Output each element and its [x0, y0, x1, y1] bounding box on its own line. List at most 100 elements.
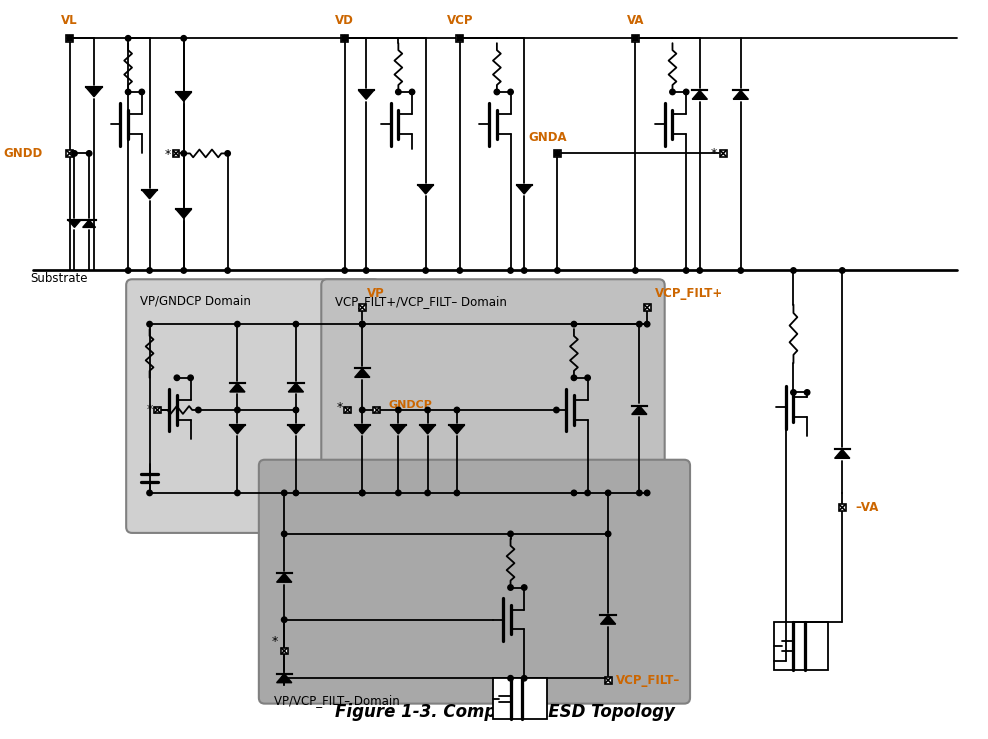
Polygon shape — [277, 674, 291, 683]
Circle shape — [174, 375, 180, 381]
Polygon shape — [631, 406, 647, 415]
Polygon shape — [142, 190, 157, 199]
Text: VCP: VCP — [447, 13, 473, 27]
Bar — [341, 35, 348, 41]
FancyBboxPatch shape — [321, 279, 665, 533]
Polygon shape — [176, 209, 192, 218]
Polygon shape — [693, 90, 707, 99]
Text: VCP_FILT+: VCP_FILT+ — [655, 287, 723, 300]
Circle shape — [86, 151, 92, 156]
Circle shape — [457, 35, 462, 41]
Circle shape — [293, 321, 298, 327]
Bar — [632, 35, 639, 41]
Polygon shape — [359, 90, 373, 99]
Circle shape — [235, 407, 240, 412]
Circle shape — [147, 268, 152, 273]
Circle shape — [125, 35, 130, 41]
Text: *: * — [165, 148, 171, 161]
Polygon shape — [355, 425, 370, 434]
Circle shape — [139, 89, 144, 95]
Bar — [720, 150, 726, 157]
Circle shape — [606, 490, 611, 496]
Circle shape — [553, 407, 559, 412]
Circle shape — [508, 89, 514, 95]
Circle shape — [554, 268, 560, 273]
Circle shape — [644, 321, 650, 327]
Text: Substrate: Substrate — [31, 273, 88, 285]
Polygon shape — [288, 383, 303, 392]
Circle shape — [293, 407, 298, 412]
Circle shape — [360, 321, 365, 327]
Polygon shape — [733, 90, 748, 99]
Circle shape — [522, 675, 527, 681]
Circle shape — [684, 89, 689, 95]
Circle shape — [395, 89, 401, 95]
Polygon shape — [835, 449, 850, 458]
Circle shape — [364, 268, 369, 273]
Polygon shape — [288, 425, 303, 434]
Circle shape — [684, 268, 689, 273]
Circle shape — [457, 268, 462, 273]
Circle shape — [425, 407, 431, 412]
Circle shape — [698, 268, 702, 273]
Circle shape — [632, 268, 638, 273]
Circle shape — [425, 490, 431, 496]
Text: GNDA: GNDA — [529, 131, 567, 143]
Text: VL: VL — [61, 13, 78, 27]
Circle shape — [235, 490, 240, 496]
Circle shape — [585, 375, 591, 381]
Text: VCP_FILT+/VCP_FILT– Domain: VCP_FILT+/VCP_FILT– Domain — [335, 295, 507, 308]
Circle shape — [790, 268, 796, 273]
Polygon shape — [277, 573, 291, 582]
Text: *: * — [146, 403, 153, 417]
Circle shape — [508, 675, 514, 681]
Polygon shape — [517, 185, 532, 194]
Polygon shape — [230, 383, 245, 392]
Circle shape — [738, 268, 744, 273]
Circle shape — [282, 490, 287, 496]
Circle shape — [342, 35, 348, 41]
Circle shape — [571, 375, 577, 381]
Circle shape — [494, 89, 500, 95]
Circle shape — [235, 321, 240, 327]
Polygon shape — [390, 425, 406, 434]
Circle shape — [293, 490, 298, 496]
Circle shape — [423, 268, 429, 273]
Circle shape — [790, 389, 796, 395]
Bar — [644, 304, 650, 311]
Polygon shape — [601, 616, 616, 624]
Text: VP: VP — [368, 287, 385, 300]
Bar — [359, 304, 366, 311]
Bar — [839, 504, 846, 511]
Circle shape — [636, 490, 642, 496]
Bar — [456, 35, 463, 41]
Circle shape — [522, 585, 527, 590]
Circle shape — [522, 268, 527, 273]
Circle shape — [67, 35, 72, 41]
Circle shape — [632, 35, 638, 41]
Bar — [774, 621, 828, 670]
Circle shape — [225, 151, 230, 156]
Bar — [66, 35, 73, 41]
Text: VA: VA — [626, 13, 644, 27]
Circle shape — [395, 407, 401, 412]
Circle shape — [360, 321, 365, 327]
Text: *: * — [337, 401, 343, 414]
Polygon shape — [418, 185, 434, 194]
Bar — [66, 150, 73, 157]
Circle shape — [508, 585, 514, 590]
Text: *: * — [272, 635, 278, 647]
Circle shape — [804, 389, 810, 395]
Circle shape — [395, 490, 401, 496]
Circle shape — [360, 321, 365, 327]
Circle shape — [342, 268, 348, 273]
Circle shape — [181, 268, 187, 273]
Circle shape — [360, 490, 365, 496]
FancyBboxPatch shape — [259, 460, 690, 704]
Circle shape — [72, 151, 77, 156]
Text: VP/VCP_FILT– Domain: VP/VCP_FILT– Domain — [275, 695, 400, 707]
Circle shape — [454, 407, 459, 412]
Circle shape — [508, 268, 514, 273]
Circle shape — [196, 407, 202, 412]
Circle shape — [147, 321, 152, 327]
